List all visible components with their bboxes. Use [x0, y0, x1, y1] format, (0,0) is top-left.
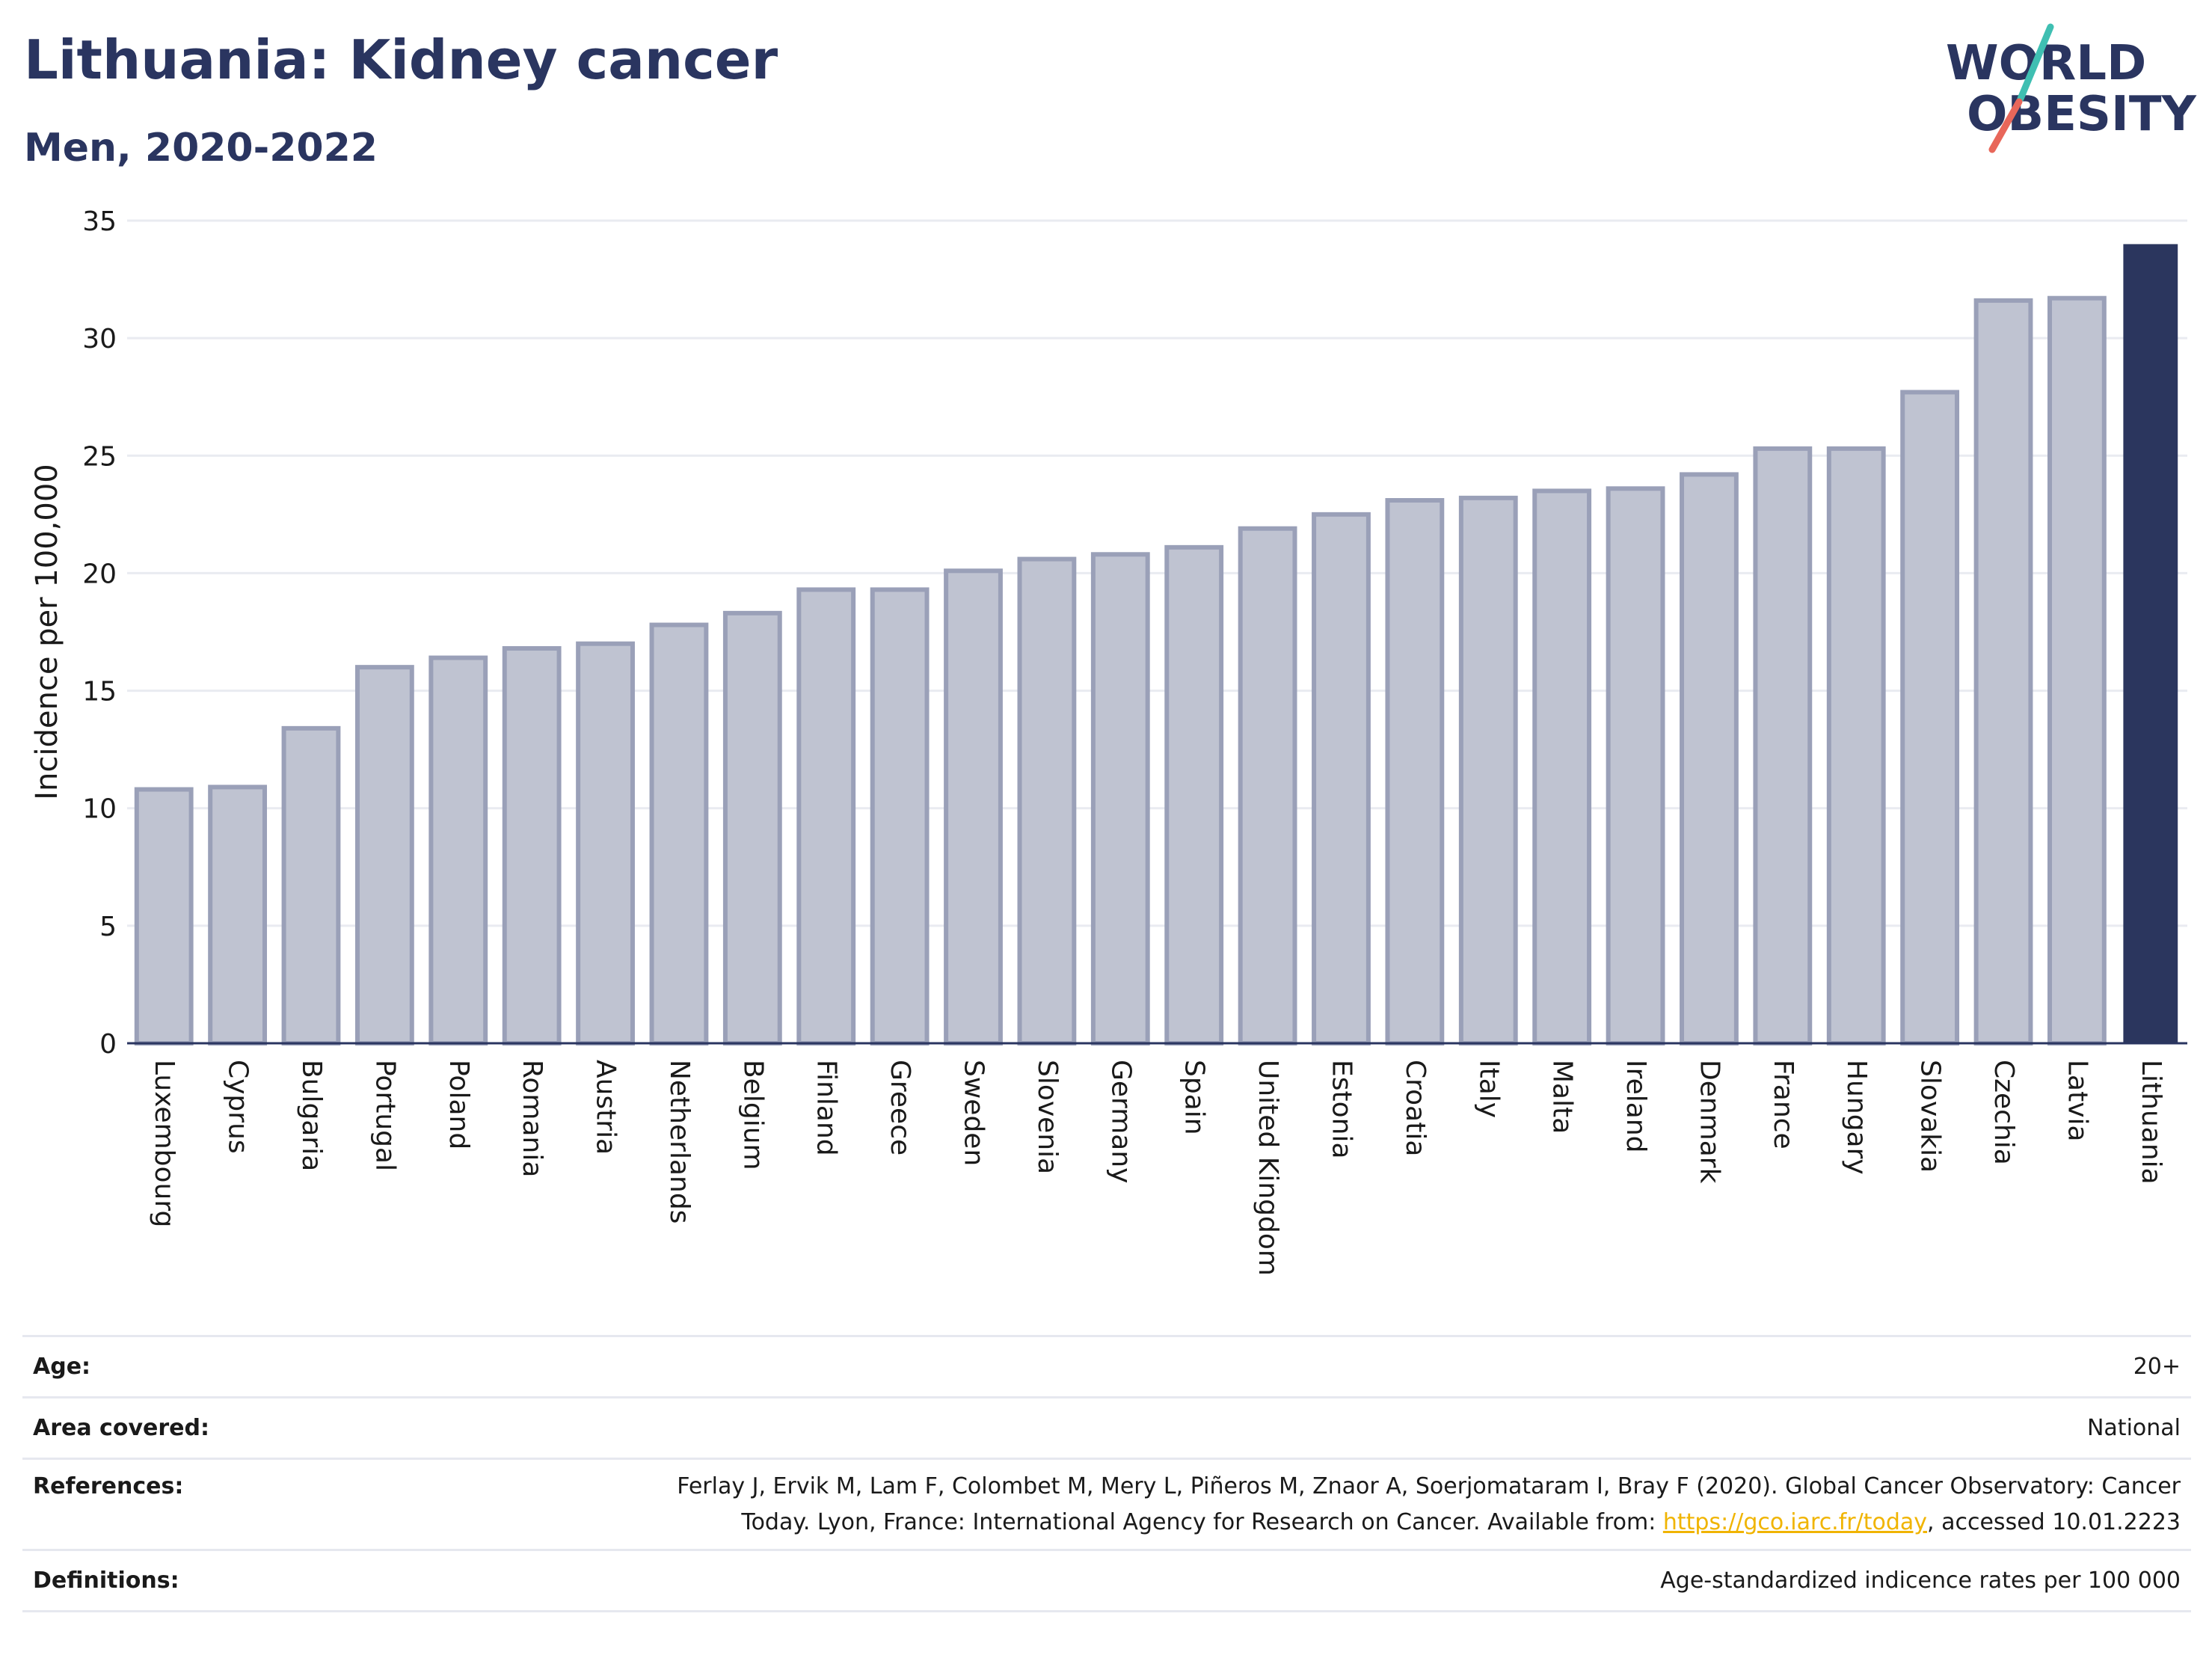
definitions-value: Age-standardized indicence rates per 100… — [1660, 1568, 2181, 1594]
bar — [722, 610, 782, 1045]
x-tick-label: Bulgaria — [296, 1060, 327, 1171]
x-tick-label: Lithuania — [2136, 1060, 2166, 1185]
bar — [1385, 498, 1445, 1045]
x-tick-label: Luxembourg — [149, 1060, 179, 1227]
references-label: References: — [33, 1473, 184, 1499]
bar — [1458, 495, 1518, 1046]
y-tick-label: 25 — [82, 441, 117, 472]
bar — [2047, 295, 2107, 1045]
x-tick-label: Malta — [1547, 1060, 1578, 1134]
x-tick-label: Austria — [591, 1060, 621, 1155]
x-tick-label: Italy — [1473, 1060, 1504, 1118]
x-tick-label: Czechia — [1988, 1060, 2019, 1165]
x-tick-label: United Kingdom — [1253, 1060, 1283, 1276]
bar — [1238, 526, 1297, 1045]
bar — [1090, 552, 1150, 1045]
x-tick-label: Slovakia — [1915, 1060, 1946, 1173]
x-tick-label: Greece — [885, 1060, 915, 1155]
bar — [1017, 556, 1077, 1046]
x-tick-label: Finland — [811, 1060, 842, 1156]
area-label: Area covered: — [33, 1415, 209, 1441]
bar — [1532, 488, 1592, 1045]
y-tick-label: 20 — [82, 559, 117, 589]
y-tick-label: 10 — [82, 794, 117, 825]
definitions-label: Definitions: — [33, 1568, 179, 1594]
x-axis: Luxembourg Cyprus Bulgaria Portugal Poland Ro… — [127, 1042, 2187, 1276]
x-tick-label: Estonia — [1326, 1060, 1357, 1159]
x-tick-label: Croatia — [1400, 1060, 1431, 1156]
bar-chart: 0 5 10 15 20 25 30 35 Luxembourg Cyprus Bulgaria P… — [30, 206, 2187, 1276]
bar — [502, 646, 562, 1045]
y-axis-label: Incidence per 100,000 — [30, 464, 64, 800]
bar — [1973, 298, 2033, 1046]
x-tick-label: France — [1768, 1060, 1798, 1149]
bar — [281, 725, 341, 1045]
age-label: Age: — [33, 1354, 91, 1380]
x-tick-label: Cyprus — [223, 1060, 254, 1154]
y-tick-label: 5 — [99, 912, 117, 942]
x-tick-label: Sweden — [959, 1060, 989, 1166]
bar — [870, 587, 930, 1045]
metadata-table: Age: 20+ Area covered: National Referenc… — [22, 1335, 2191, 1612]
bar — [649, 622, 709, 1045]
references-line2-suffix: , accessed 10.01.2223 — [1927, 1509, 2181, 1535]
bar — [134, 787, 194, 1045]
bar — [354, 665, 414, 1046]
x-tick-label: Belgium — [737, 1060, 768, 1170]
bar — [2123, 244, 2178, 1043]
bar — [1312, 512, 1371, 1046]
references-value: Ferlay J, Ervik M, Lam F, Colombet M, Me… — [677, 1469, 2181, 1541]
x-tick-label: Germany — [1105, 1060, 1136, 1183]
bar — [576, 641, 635, 1045]
y-axis: 0 5 10 15 20 25 30 35 — [82, 206, 117, 1060]
bar — [796, 587, 856, 1045]
references-link[interactable]: https://gco.iarc.fr/today — [1662, 1509, 1928, 1535]
bar — [1900, 390, 1960, 1045]
x-tick-label: Spain — [1179, 1060, 1210, 1135]
y-tick-label: 30 — [82, 324, 117, 354]
meta-row-references: References: Ferlay J, Ervik M, Lam F, Co… — [22, 1458, 2191, 1549]
chart-bars — [134, 244, 2178, 1046]
x-tick-label: Romania — [517, 1060, 547, 1177]
bar — [1753, 446, 1813, 1046]
x-tick-label: Hungary — [1841, 1060, 1872, 1175]
references-line1: Ferlay J, Ervik M, Lam F, Colombet M, Me… — [677, 1473, 2181, 1499]
logo-slash-coral — [1988, 98, 2023, 153]
world-obesity-logo: WORLD OBESITY — [1946, 23, 2196, 153]
x-tick-label: Netherlands — [664, 1060, 695, 1223]
x-tick-label: Slovenia — [1032, 1060, 1063, 1174]
bar — [944, 568, 1003, 1045]
meta-row-area: Area covered: National — [22, 1396, 2191, 1458]
y-tick-label: 35 — [82, 206, 117, 237]
area-value: National — [2086, 1415, 2181, 1441]
x-tick-label: Denmark — [1694, 1060, 1724, 1184]
logo-slash-teal — [2017, 23, 2054, 102]
bar — [208, 784, 267, 1046]
y-tick-label: 0 — [99, 1029, 117, 1060]
meta-row-definitions: Definitions: Age-standardized indicence … — [22, 1549, 2191, 1612]
bar — [1606, 486, 1665, 1045]
x-tick-label: Portugal — [369, 1060, 400, 1171]
x-tick-label: Latvia — [2062, 1060, 2092, 1142]
x-tick-label: Poland — [443, 1060, 474, 1149]
bar — [428, 655, 488, 1045]
x-tick-label: Ireland — [1620, 1060, 1651, 1153]
bar — [1826, 446, 1886, 1046]
age-value: 20+ — [2133, 1354, 2181, 1380]
references-line2-prefix: Today. Lyon, France: International Agenc… — [741, 1509, 1663, 1535]
bar — [1680, 472, 1739, 1045]
page-title: Lithuania: Kidney cancer — [24, 28, 778, 91]
meta-row-age: Age: 20+ — [22, 1335, 2191, 1396]
bar — [1164, 544, 1224, 1046]
y-tick-label: 15 — [82, 677, 117, 707]
page-subtitle: Men, 2020-2022 — [24, 126, 378, 171]
